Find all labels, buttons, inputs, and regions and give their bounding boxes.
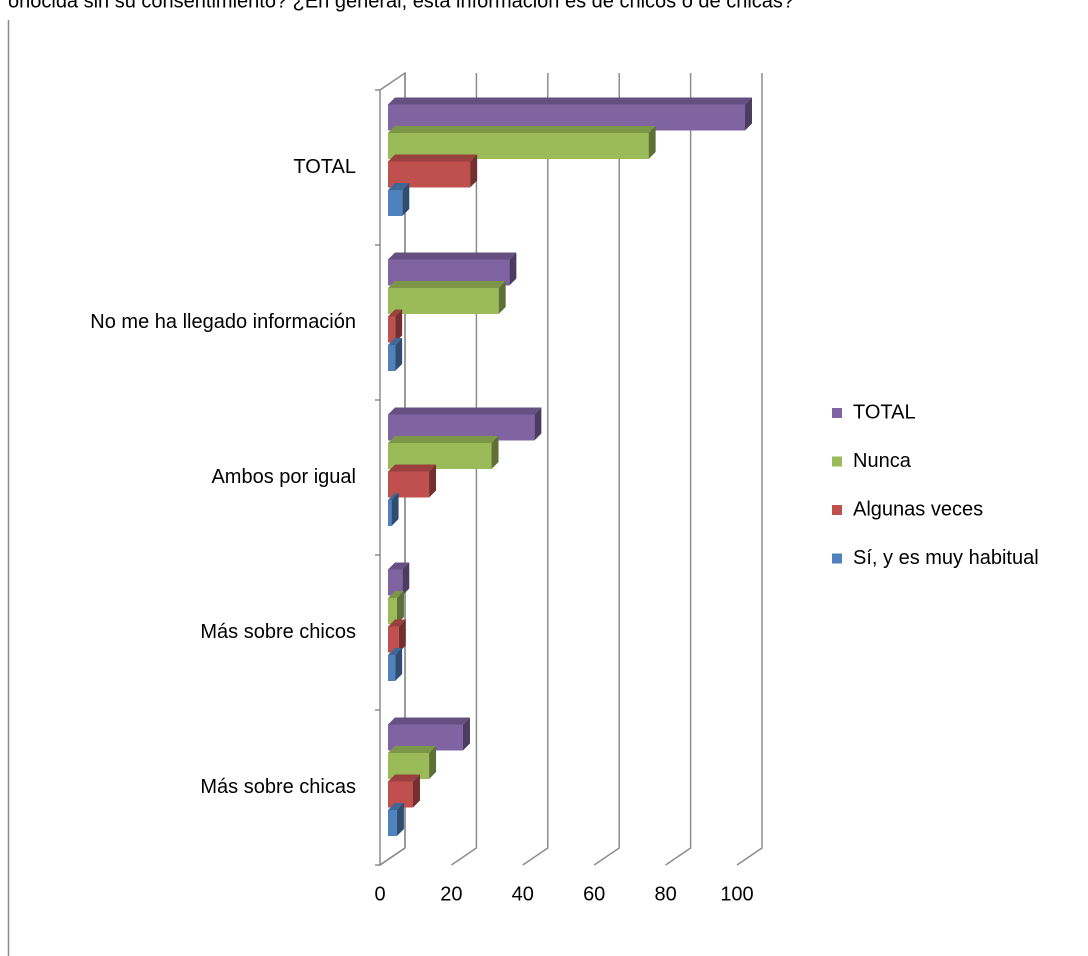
bar-side [429, 746, 437, 779]
grid-line [736, 73, 763, 866]
bar-side [396, 591, 404, 624]
bar-top [388, 648, 403, 655]
x-tick-label: 0 [374, 883, 385, 905]
bar [388, 810, 397, 836]
y-tick-label: Más sobre chicas [200, 776, 356, 798]
bar-top [388, 154, 478, 162]
legend-swatch [832, 408, 842, 418]
bar-side [429, 464, 437, 498]
bar [388, 569, 403, 596]
legend-label: TOTAL [853, 401, 916, 423]
bar-side [395, 648, 403, 681]
grid-line [665, 73, 692, 866]
bar-side [391, 493, 399, 526]
x-tick-label: 60 [583, 883, 605, 905]
bar-top [388, 464, 437, 472]
bar-top [388, 562, 410, 570]
bar-top [388, 746, 437, 753]
bar-top [388, 338, 403, 345]
y-tick-label: TOTAL [293, 156, 356, 178]
bar-top [388, 183, 410, 190]
bar [388, 598, 397, 624]
bar [388, 471, 430, 498]
bar-side [534, 407, 542, 441]
bar-top [388, 407, 542, 415]
y-tick-label: Más sobre chicos [200, 621, 356, 643]
x-tick-label: 100 [720, 883, 753, 905]
x-tick-label: 80 [654, 883, 676, 905]
bar-side [395, 309, 403, 343]
bar-top [388, 803, 404, 810]
y-tick-label: Ambos por igual [211, 466, 356, 488]
legend-swatch [832, 505, 842, 515]
bar [388, 190, 403, 216]
bar-side [412, 774, 420, 808]
bar-top [388, 252, 517, 260]
bar-side [395, 338, 403, 371]
grid-line [379, 73, 406, 866]
bar-side [462, 717, 470, 751]
legend-label: Sí, y es muy habitual [853, 547, 1039, 569]
bar-top [388, 281, 506, 288]
bar-side [396, 803, 404, 836]
bar-side [498, 281, 506, 314]
chart-title: onocida sin su consentimiento? ¿En gener… [8, 0, 794, 12]
bar-top [388, 126, 656, 133]
x-tick-label: 40 [512, 883, 534, 905]
legend-swatch [832, 553, 842, 564]
bar-side [402, 562, 410, 596]
grid-line [450, 73, 478, 866]
bar [388, 500, 392, 526]
bar-side [402, 183, 410, 216]
bar [388, 288, 499, 314]
bar [388, 655, 396, 681]
bar-side [745, 97, 752, 131]
bar-top [388, 436, 499, 443]
bar-top [388, 619, 406, 627]
bar-side [491, 436, 499, 469]
legend-label: Algunas veces [853, 498, 983, 520]
bar [388, 626, 399, 653]
bar-top [388, 493, 399, 500]
bar-top [388, 774, 420, 782]
bar-side [509, 252, 517, 286]
grid-line [522, 73, 549, 866]
bar-top [388, 591, 404, 598]
bar-side [470, 154, 478, 188]
legend-swatch [832, 456, 842, 467]
bar-side [648, 126, 656, 159]
bar [388, 316, 396, 343]
bar-top [388, 717, 470, 725]
bar-top [388, 97, 752, 105]
x-tick-label: 20 [440, 883, 462, 905]
bar-side [398, 619, 406, 653]
legend-label: Nunca [853, 450, 912, 472]
y-tick-label: No me ha llegado información [90, 311, 356, 333]
bar-top [388, 309, 403, 317]
grid-line [593, 73, 620, 866]
bar [388, 345, 396, 371]
